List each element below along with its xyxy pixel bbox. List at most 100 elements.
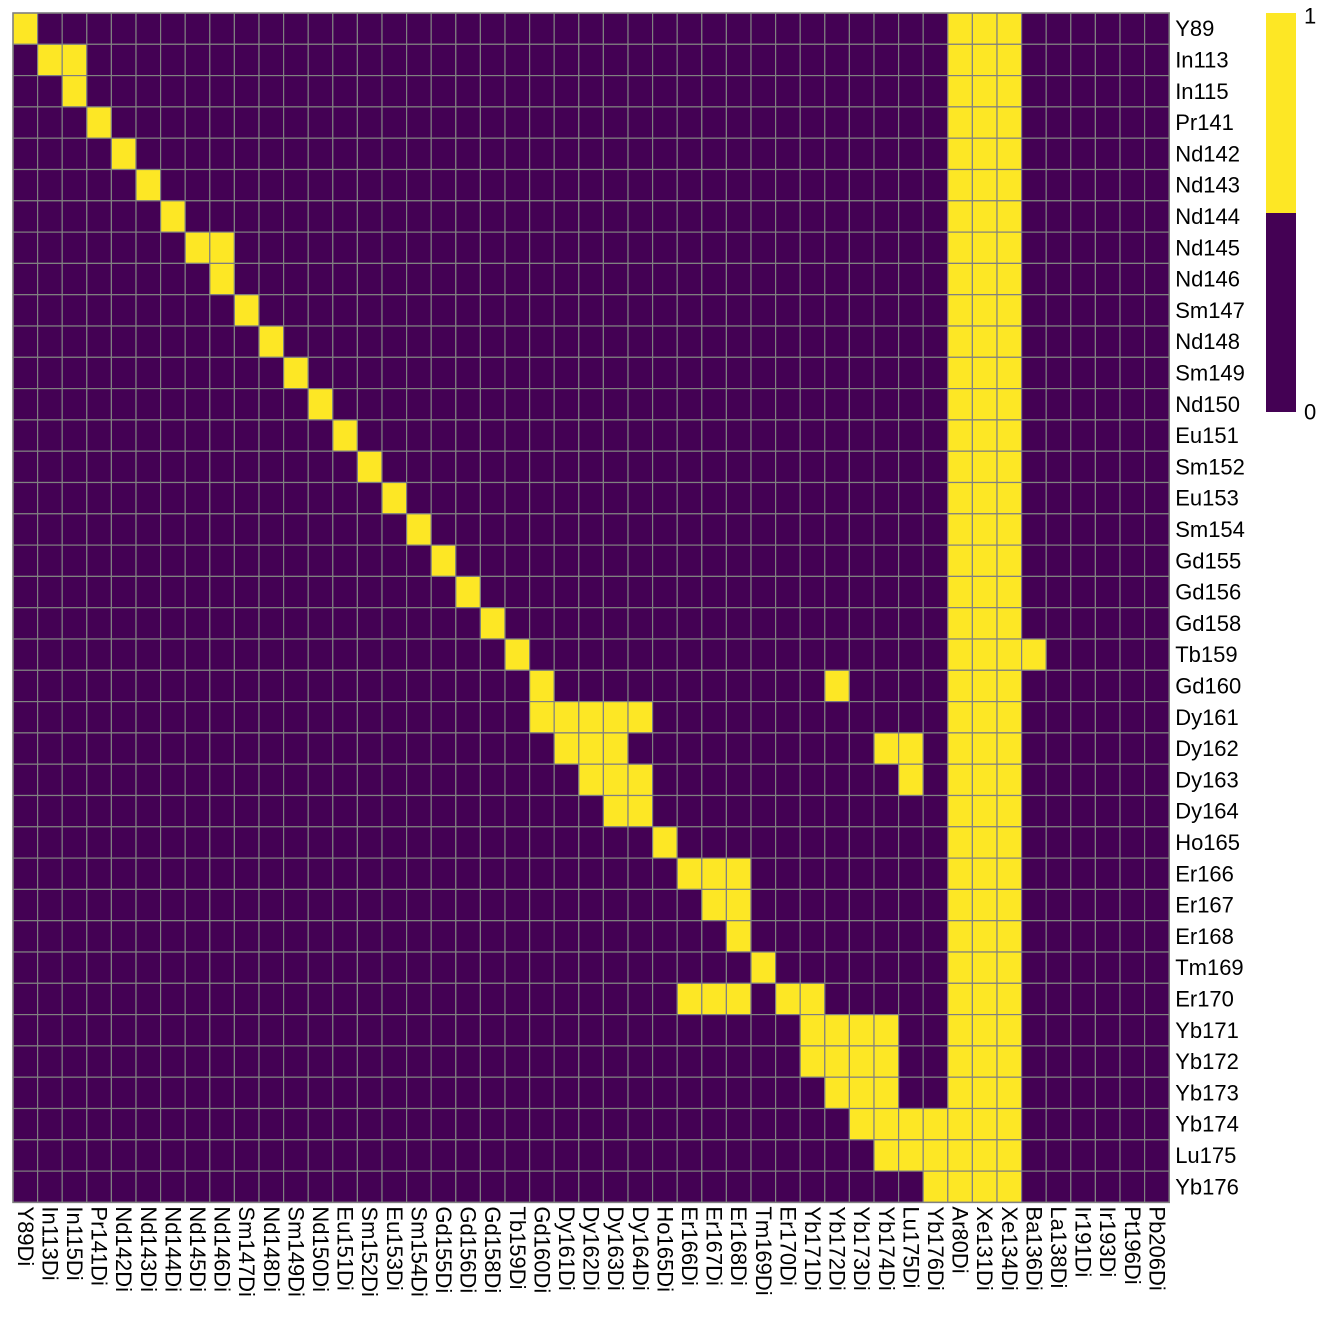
heatmap-cell — [1094, 700, 1121, 734]
heatmap-cell — [283, 1107, 309, 1141]
heatmap-cell — [528, 419, 555, 452]
heatmap-cell — [873, 700, 900, 734]
row-label: Er170 — [1175, 986, 1234, 1011]
heatmap-cell — [307, 1170, 334, 1203]
heatmap-cell — [455, 325, 481, 358]
row-label: Nd148 — [1175, 329, 1240, 354]
heatmap-cell — [233, 669, 260, 703]
heatmap-cell — [1045, 951, 1072, 984]
heatmap-cell — [356, 1107, 383, 1141]
heatmap-cell — [110, 700, 137, 734]
heatmap-cell — [1045, 1139, 1072, 1172]
row-label: Sm149 — [1175, 360, 1245, 385]
heatmap-cell — [406, 1045, 432, 1078]
heatmap-cell — [1070, 982, 1097, 1016]
heatmap-cell — [602, 231, 629, 265]
heatmap-cell — [848, 1139, 875, 1172]
heatmap-cell — [1045, 481, 1072, 515]
heatmap-cell — [824, 1013, 850, 1047]
heatmap-cell — [1070, 794, 1097, 828]
heatmap-cell — [824, 356, 850, 390]
heatmap-cell — [651, 888, 678, 922]
heatmap-cell — [602, 1045, 629, 1078]
heatmap-cell — [701, 231, 727, 265]
heatmap-cell — [184, 1013, 211, 1047]
heatmap-cell — [1045, 575, 1072, 609]
heatmap-cell — [332, 700, 358, 734]
heatmap-cell — [627, 1139, 654, 1172]
heatmap-cell — [332, 262, 358, 296]
heatmap-cell — [897, 388, 924, 421]
heatmap-cell — [258, 1139, 285, 1172]
heatmap-cell — [283, 763, 309, 797]
column-label: Dy163Di — [603, 1206, 628, 1290]
heatmap-cell — [1143, 43, 1170, 77]
heatmap-cell — [1020, 857, 1047, 890]
heatmap-cell — [528, 888, 555, 922]
heatmap-cell — [701, 294, 727, 327]
heatmap-cell — [848, 763, 875, 797]
heatmap-cell — [160, 325, 186, 358]
heatmap-cell — [406, 43, 432, 77]
heatmap-cell — [528, 388, 555, 421]
heatmap-cell — [1094, 763, 1121, 797]
heatmap-cell — [356, 356, 383, 390]
heatmap-cell — [1094, 231, 1121, 265]
heatmap-cell — [1143, 888, 1170, 922]
heatmap-cell — [36, 669, 63, 703]
heatmap-cell — [897, 1045, 924, 1078]
heatmap-cell — [971, 294, 998, 327]
heatmap-cell — [1070, 1045, 1097, 1078]
heatmap-cell — [479, 826, 506, 859]
row-label: Sm147 — [1175, 298, 1245, 323]
column-label: Sm154Di — [406, 1206, 431, 1296]
heatmap-cell — [307, 732, 334, 765]
heatmap-cell — [1143, 700, 1170, 734]
heatmap-cell — [430, 1170, 457, 1203]
heatmap-cell — [1045, 137, 1072, 171]
heatmap-cell — [184, 1170, 211, 1203]
heatmap-cell — [307, 951, 334, 984]
heatmap-cell — [61, 857, 88, 890]
heatmap-cell — [135, 1013, 162, 1047]
heatmap-cell — [430, 1139, 457, 1172]
heatmap-cell — [897, 43, 924, 77]
heatmap-cell — [307, 388, 334, 421]
heatmap-cell — [627, 168, 654, 202]
heatmap-cell — [135, 168, 162, 202]
heatmap-cell — [61, 732, 88, 765]
heatmap-cell — [160, 419, 186, 452]
heatmap-cell — [356, 982, 383, 1016]
heatmap-cell — [209, 450, 236, 484]
heatmap-cell — [701, 826, 727, 859]
heatmap-cell — [1045, 857, 1072, 890]
heatmap-cell — [971, 231, 998, 265]
heatmap-cell — [873, 951, 900, 984]
heatmap-cell — [307, 356, 334, 390]
heatmap-cell — [61, 419, 88, 452]
heatmap-cell — [750, 74, 777, 108]
heatmap-cell — [455, 356, 481, 390]
heatmap-cell — [233, 857, 260, 890]
heatmap-cell — [233, 1013, 260, 1047]
heatmap-cell — [676, 262, 703, 296]
heatmap-cell — [406, 700, 432, 734]
heatmap-cell — [381, 544, 408, 577]
heatmap-cell — [455, 575, 481, 609]
heatmap-cell — [774, 638, 801, 671]
heatmap-cell — [1045, 450, 1072, 484]
heatmap-cell — [1143, 857, 1170, 890]
heatmap-cell — [602, 575, 629, 609]
heatmap-cell — [725, 1013, 752, 1047]
heatmap-cell — [774, 356, 801, 390]
heatmap-cell — [553, 200, 580, 233]
heatmap-cell — [332, 388, 358, 421]
heatmap-cell — [553, 294, 580, 327]
heatmap-cell — [135, 481, 162, 515]
heatmap-cell — [455, 951, 481, 984]
heatmap-cell — [1143, 607, 1170, 640]
heatmap-cell — [996, 732, 1023, 765]
heatmap-cell — [824, 481, 850, 515]
heatmap-cell — [651, 356, 678, 390]
heatmap-cell — [922, 12, 949, 45]
